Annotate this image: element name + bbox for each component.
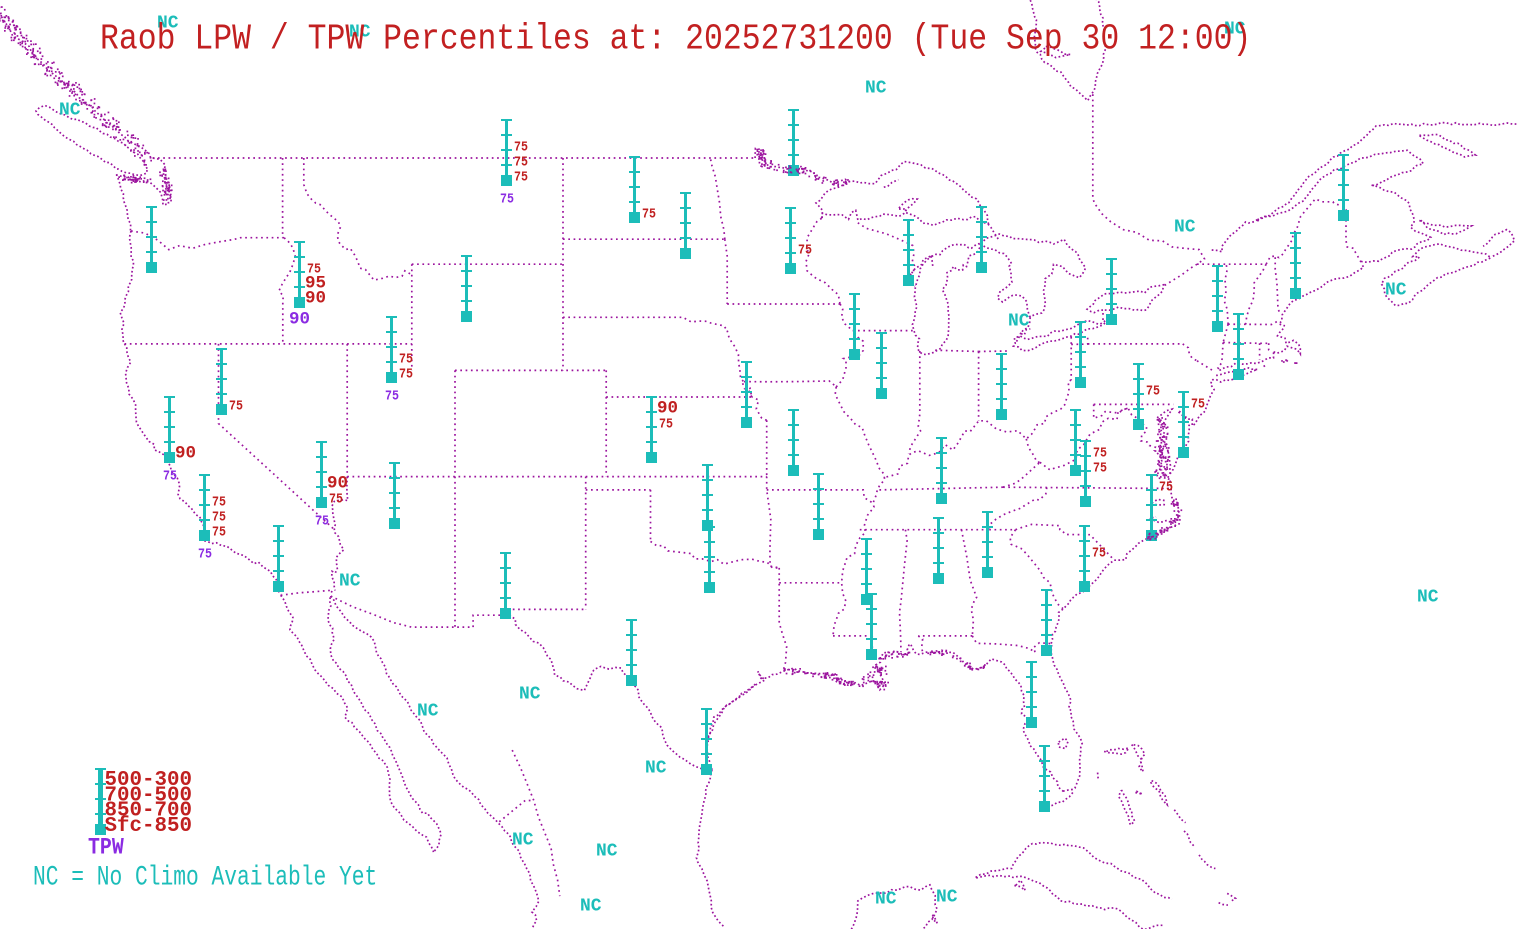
svg-text:75: 75 (198, 546, 212, 562)
svg-text:90: 90 (327, 474, 348, 494)
svg-text:NC: NC (519, 684, 541, 704)
svg-text:NC: NC (1224, 19, 1246, 39)
svg-text:75: 75 (163, 468, 177, 484)
svg-text:75: 75 (659, 416, 673, 432)
svg-text:Sfc-850: Sfc-850 (105, 814, 193, 838)
svg-text:75: 75 (1146, 383, 1160, 399)
svg-text:75: 75 (385, 388, 399, 404)
svg-text:75: 75 (514, 139, 528, 155)
svg-text:75: 75 (500, 191, 514, 207)
svg-text:90: 90 (289, 310, 310, 330)
svg-text:NC: NC (349, 22, 371, 42)
svg-text:75: 75 (229, 398, 243, 414)
svg-text:NC: NC (1174, 217, 1196, 237)
svg-text:NC = No Climo Available Yet: NC = No Climo Available Yet (33, 863, 377, 893)
svg-text:Raob LPW / TPW Percentiles at:: Raob LPW / TPW Percentiles at: 202527312… (100, 20, 1251, 61)
svg-text:NC: NC (645, 758, 667, 778)
svg-text:NC: NC (936, 887, 958, 907)
svg-text:700-500: 700-500 (105, 783, 193, 807)
svg-text:75: 75 (329, 491, 343, 507)
svg-text:500-300: 500-300 (105, 768, 193, 792)
svg-text:90: 90 (175, 444, 196, 464)
svg-text:75: 75 (307, 261, 321, 277)
svg-text:75: 75 (1093, 445, 1107, 461)
svg-text:75: 75 (798, 242, 812, 258)
svg-text:NC: NC (875, 889, 897, 909)
svg-text:NC: NC (1385, 280, 1407, 300)
svg-text:95: 95 (305, 274, 326, 294)
svg-text:NC: NC (512, 830, 534, 850)
svg-text:75: 75 (1191, 396, 1205, 412)
svg-text:NC: NC (59, 100, 81, 120)
svg-text:NC: NC (417, 701, 439, 721)
svg-text:75: 75 (399, 366, 413, 382)
svg-text:850-700: 850-700 (105, 798, 193, 822)
svg-text:NC: NC (596, 841, 618, 861)
svg-text:90: 90 (305, 289, 326, 309)
svg-text:75: 75 (212, 524, 226, 540)
svg-text:75: 75 (212, 509, 226, 525)
svg-text:NC: NC (1008, 311, 1030, 331)
svg-text:75: 75 (514, 154, 528, 170)
svg-text:75: 75 (514, 169, 528, 185)
svg-text:75: 75 (642, 206, 656, 222)
svg-text:75: 75 (399, 351, 413, 367)
svg-text:TPW: TPW (88, 835, 124, 861)
svg-text:NC: NC (865, 78, 887, 98)
svg-text:75: 75 (315, 513, 329, 529)
svg-text:75: 75 (212, 494, 226, 510)
svg-text:75: 75 (1093, 460, 1107, 476)
svg-text:NC: NC (157, 13, 179, 33)
svg-text:75: 75 (1159, 479, 1173, 495)
svg-text:75: 75 (1092, 545, 1106, 561)
svg-text:NC: NC (1417, 587, 1439, 607)
svg-text:NC: NC (580, 896, 602, 916)
svg-text:90: 90 (657, 399, 678, 419)
svg-text:NC: NC (339, 571, 361, 591)
